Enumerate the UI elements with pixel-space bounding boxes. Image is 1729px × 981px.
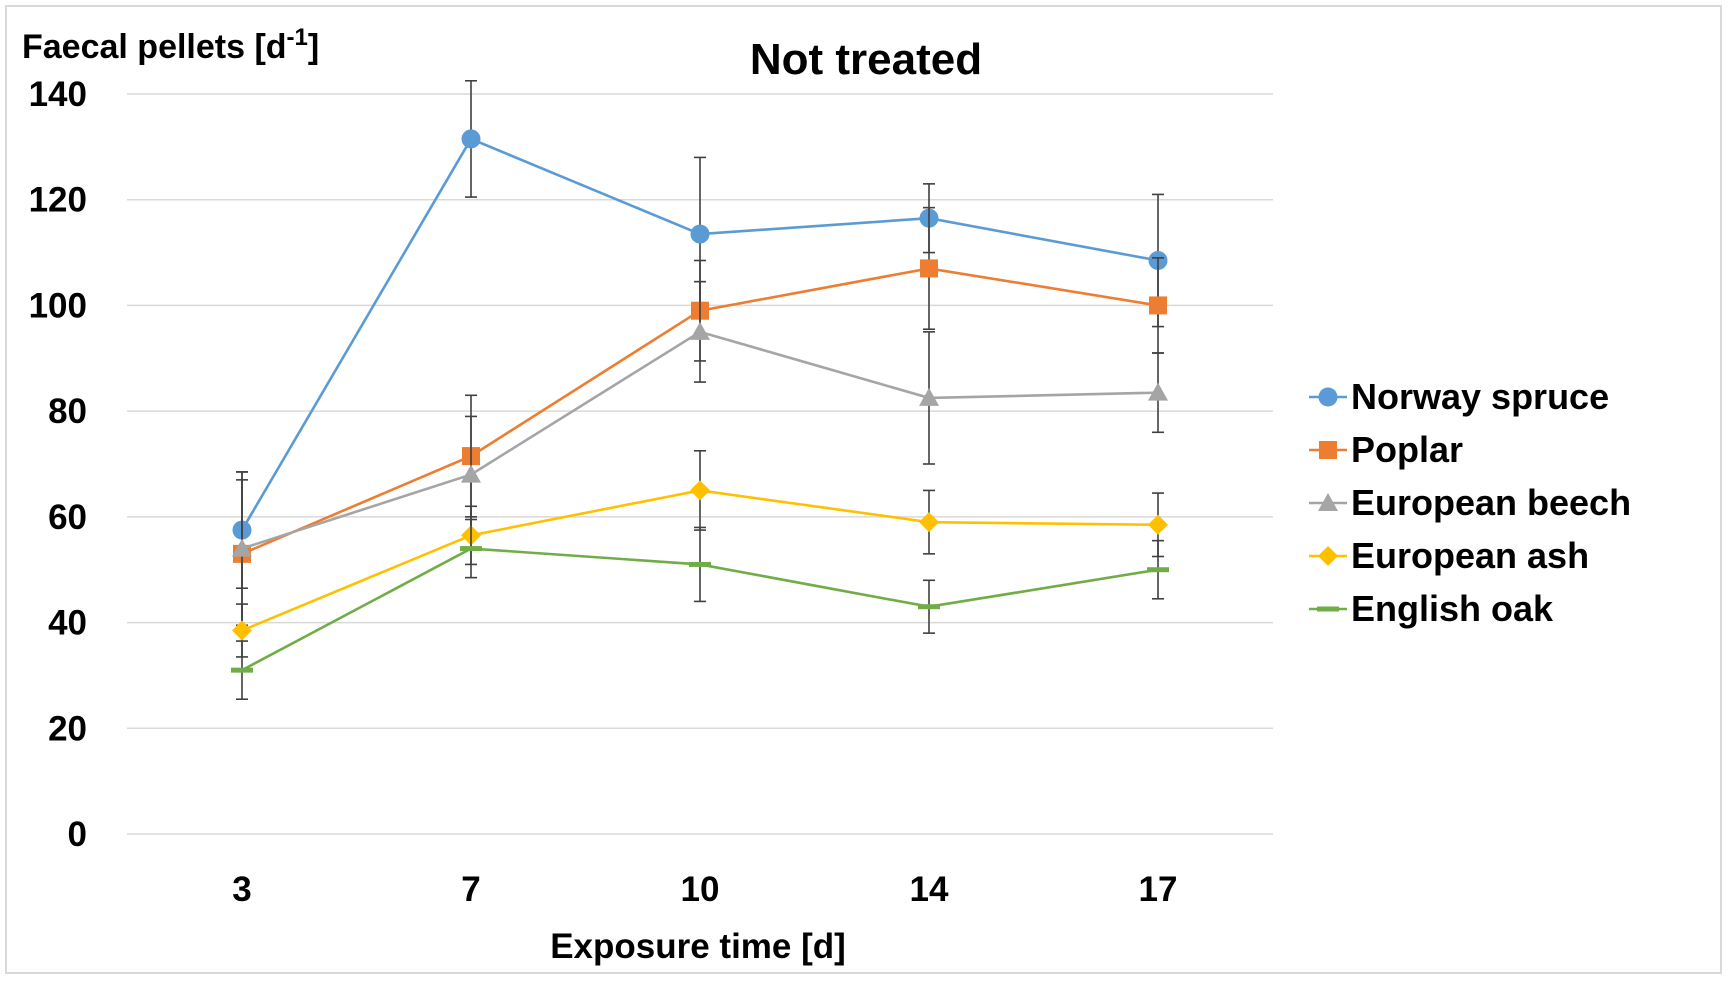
legend-marker-european-beech xyxy=(1318,493,1338,511)
y-axis-label: Faecal pellets [d-1] xyxy=(22,24,319,66)
point-european-beech-17 xyxy=(1148,382,1168,401)
legend-marker-european-ash xyxy=(1318,546,1338,566)
y-tick-labels: 0 20 40 60 80 100 120 140 xyxy=(29,75,87,854)
y-tick-60: 60 xyxy=(48,498,87,537)
point-european-ash-3 xyxy=(232,620,252,641)
y-tick-120: 120 xyxy=(29,181,87,220)
legend-item-english-oak: English oak xyxy=(1309,588,1554,629)
point-english-oak-14 xyxy=(918,604,940,610)
legend-label-norway-spruce: Norway spruce xyxy=(1351,376,1609,417)
point-european-ash-14 xyxy=(919,512,939,533)
x-tick-7: 7 xyxy=(461,870,480,909)
point-european-beech-14 xyxy=(919,387,939,406)
legend-item-norway-spruce: Norway spruce xyxy=(1309,376,1609,417)
point-english-oak-7 xyxy=(460,546,482,552)
legend-label-poplar: Poplar xyxy=(1351,429,1463,470)
x-tick-14: 14 xyxy=(910,870,949,909)
legend-marker-poplar xyxy=(1319,441,1337,459)
point-european-ash-17 xyxy=(1148,514,1168,535)
point-norway-spruce-7 xyxy=(461,129,481,149)
legend-label-european-ash: European ash xyxy=(1351,535,1589,576)
legend: Norway spruce Poplar European beech Europea… xyxy=(1309,376,1631,629)
legend-label-english-oak: English oak xyxy=(1351,588,1554,629)
series-english-oak xyxy=(231,518,1169,701)
legend-label-european-beech: European beech xyxy=(1351,482,1631,523)
x-tick-3: 3 xyxy=(232,870,251,909)
series-layer xyxy=(231,79,1169,701)
point-european-ash-10 xyxy=(690,480,710,501)
chart-frame xyxy=(5,5,1722,974)
point-english-oak-17 xyxy=(1147,567,1169,573)
legend-item-european-ash: European ash xyxy=(1309,535,1589,576)
point-european-beech-10 xyxy=(690,321,710,340)
point-english-oak-10 xyxy=(689,561,711,567)
chart-title: Not treated xyxy=(750,35,982,84)
legend-item-poplar: Poplar xyxy=(1309,429,1463,470)
y-tick-80: 80 xyxy=(48,392,87,431)
point-norway-spruce-10 xyxy=(690,224,710,244)
point-poplar-17 xyxy=(1149,296,1167,315)
x-tick-10: 10 xyxy=(681,870,720,909)
point-english-oak-3 xyxy=(231,667,253,673)
legend-marker-norway-spruce xyxy=(1318,387,1338,407)
x-tick-17: 17 xyxy=(1139,870,1178,909)
y-tick-40: 40 xyxy=(48,604,87,643)
point-european-beech-3 xyxy=(232,538,252,557)
y-tick-100: 100 xyxy=(29,286,87,325)
y-tick-20: 20 xyxy=(48,709,87,748)
x-axis-label: Exposure time [d] xyxy=(550,927,846,966)
y-tick-140: 140 xyxy=(29,75,87,114)
legend-marker-english-oak xyxy=(1317,606,1339,612)
x-tick-labels: 3 7 10 14 17 xyxy=(232,870,1177,909)
point-poplar-14 xyxy=(920,259,938,278)
point-european-beech-7 xyxy=(461,464,481,483)
y-tick-0: 0 xyxy=(68,815,87,854)
legend-item-european-beech: European beech xyxy=(1309,482,1631,523)
